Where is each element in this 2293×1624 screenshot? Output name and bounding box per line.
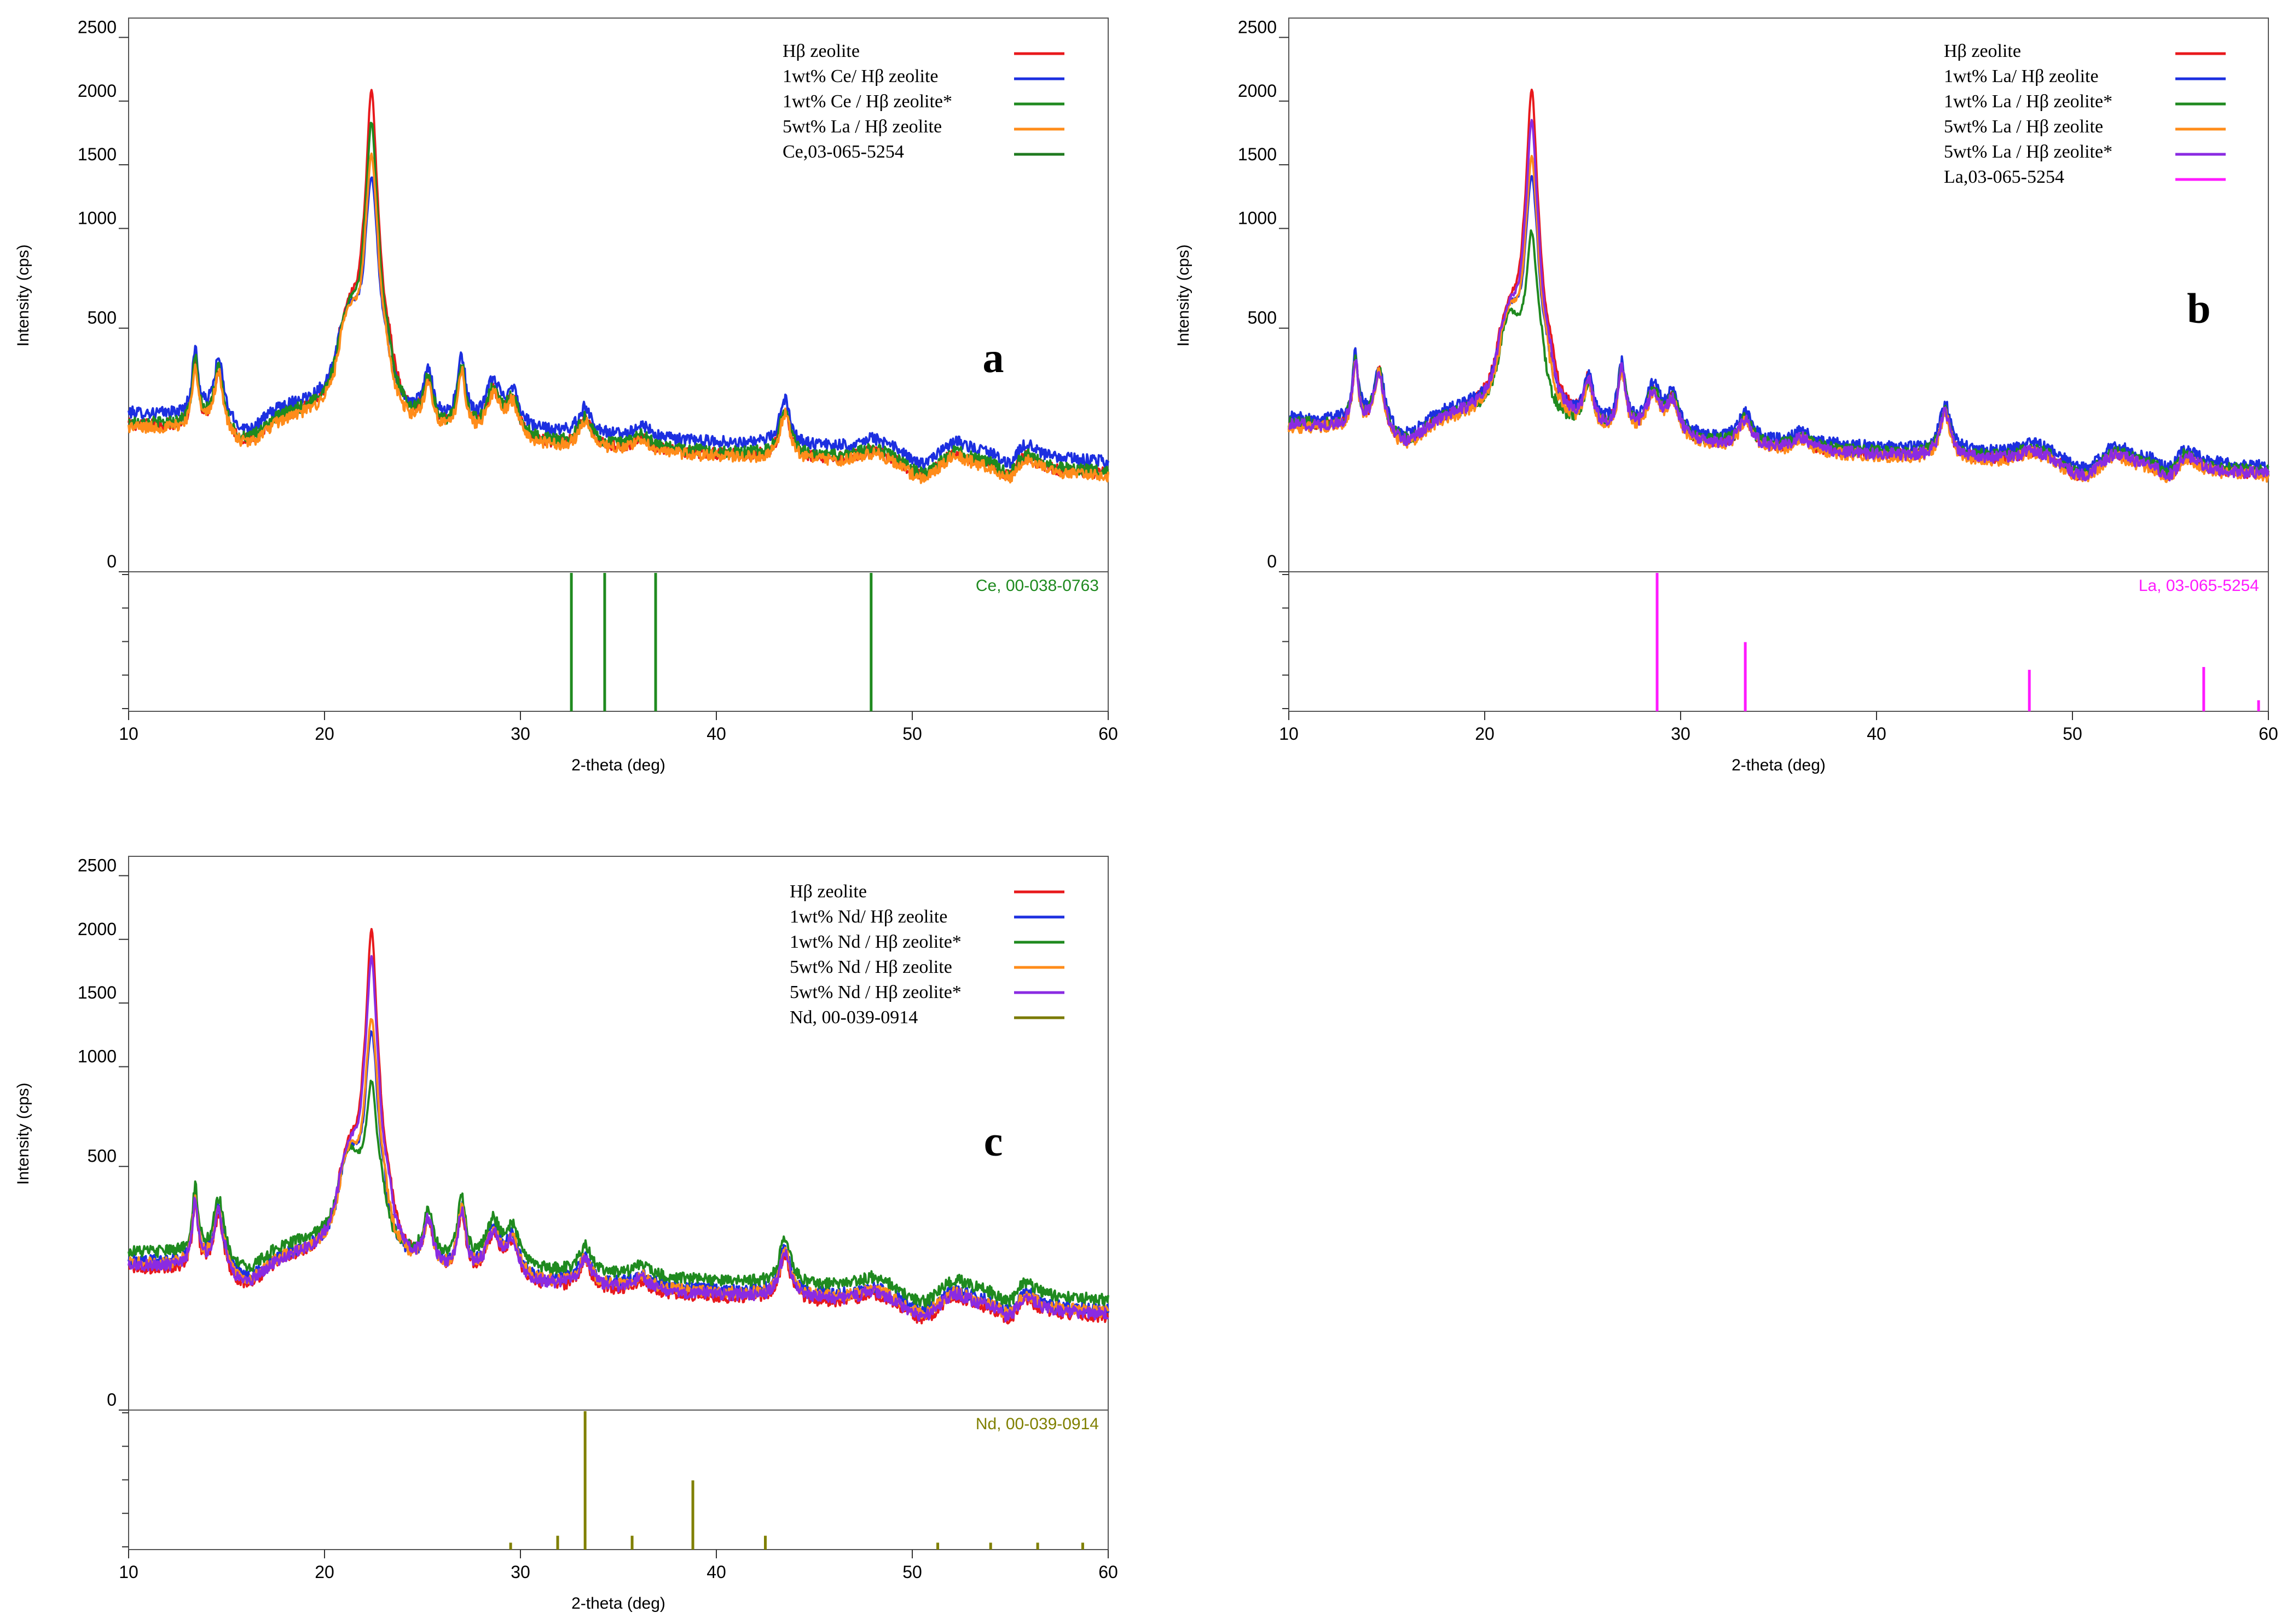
panel-letter: b (2187, 285, 2210, 332)
legend: Hβ zeolite 1wt% Ce/ Hβ zeolite 1wt% Ce /… (783, 41, 952, 162)
y-axis-title: Intensity (cps) (14, 245, 32, 347)
x-tick-label: 10 (119, 1562, 138, 1582)
panel-b: b Intensity (cps) 2-theta (deg) La, 03-0… (1174, 17, 2278, 774)
x-axis-title: 2-theta (deg) (571, 1594, 665, 1613)
legend-label: 5wt% La / Hβ zeolite* (1944, 142, 2112, 162)
plot-frame (1288, 18, 2269, 712)
legend-label: Hβ zeolite (783, 41, 860, 61)
x-tick-label: 30 (511, 724, 530, 744)
y-tick-label: 500 (88, 1146, 117, 1166)
panel-c: c Intensity (cps) 2-theta (deg) Nd, 00-0… (14, 855, 1118, 1613)
legend-label: 5wt% Nd / Hβ zeolite (790, 957, 952, 977)
y-tick-label: 1000 (1238, 208, 1277, 228)
reference-label: La, 03-065-5254 (2139, 577, 2259, 595)
y-tick-label: 2500 (1238, 17, 1277, 37)
x-tick-label: 40 (707, 1562, 726, 1582)
x-axis-title: 2-theta (deg) (1732, 756, 1826, 774)
x-tick-label: 20 (1475, 724, 1495, 744)
y-tick-label: 1500 (78, 144, 117, 164)
x-tick-label: 40 (707, 724, 726, 744)
x-tick-label: 10 (1279, 724, 1299, 744)
x-tick-label: 50 (2063, 724, 2082, 744)
legend-label: Nd, 00-039-0914 (790, 1007, 918, 1028)
legend-label: Hβ zeolite (1944, 41, 2021, 61)
x-tick-label: 10 (119, 724, 138, 744)
y-tick-label: 1500 (1238, 144, 1277, 164)
legend-label: 1wt% Ce/ Hβ zeolite (783, 66, 939, 86)
legend-label: Ce,03-065-5254 (783, 142, 904, 162)
legend-label: 5wt% La / Hβ zeolite (1944, 117, 2103, 137)
panel-letter: c (984, 1117, 1003, 1165)
legend-label: 1wt% Ce / Hβ zeolite* (783, 91, 952, 112)
x-tick-label: 20 (315, 724, 334, 744)
y-axis-title: Intensity (cps) (1174, 245, 1192, 347)
x-tick-label: 20 (315, 1562, 334, 1582)
x-tick-label: 60 (1098, 1562, 1118, 1582)
legend-label: 1wt% La/ Hβ zeolite (1944, 66, 2099, 86)
legend-label: 1wt% Nd/ Hβ zeolite (790, 907, 947, 927)
y-tick-label: 0 (1267, 552, 1277, 571)
legend-label: 5wt% La / Hβ zeolite (783, 117, 942, 137)
series-line-3 (128, 121, 1109, 479)
legend-label: 1wt% Nd / Hβ zeolite* (790, 932, 962, 952)
x-tick-label: 60 (2259, 724, 2278, 744)
x-axis-title: 2-theta (deg) (571, 756, 665, 774)
x-tick-label: 60 (1098, 724, 1118, 744)
y-tick-label: 2000 (78, 919, 117, 939)
panel-letter: a (983, 334, 1004, 381)
x-tick-label: 50 (902, 1562, 922, 1582)
legend: Hβ zeolite 1wt% Nd/ Hβ zeolite 1wt% Nd /… (790, 881, 962, 1028)
reference-label: Nd, 00-039-0914 (976, 1415, 1099, 1433)
y-tick-label: 2500 (78, 17, 117, 37)
series-line-5 (128, 955, 1109, 1323)
legend-label: 5wt% Nd / Hβ zeolite* (790, 982, 962, 1002)
y-tick-label: 1000 (78, 1047, 117, 1066)
y-tick-label: 500 (88, 308, 117, 328)
y-tick-label: 2000 (78, 81, 117, 101)
x-tick-label: 50 (902, 724, 922, 744)
series-line-2 (128, 176, 1109, 470)
plot-frame (128, 856, 1109, 1550)
series-line-3 (128, 1080, 1109, 1308)
panel-a: a Intensity (cps) 2-theta (deg) Ce, 00-0… (14, 17, 1118, 774)
plot-frame (128, 18, 1109, 712)
y-tick-label: 0 (107, 1390, 117, 1410)
x-tick-label: 30 (511, 1562, 530, 1582)
y-tick-label: 1500 (78, 983, 117, 1002)
y-tick-label: 1000 (78, 208, 117, 228)
y-tick-label: 500 (1248, 308, 1277, 328)
y-tick-label: 0 (107, 552, 117, 571)
legend-label: 1wt% La / Hβ zeolite* (1944, 91, 2112, 112)
x-tick-label: 30 (1671, 724, 1690, 744)
series-line-4 (128, 152, 1109, 484)
legend-label: La,03-065-5254 (1944, 167, 2064, 187)
series-line-5 (1288, 119, 2269, 482)
legend: Hβ zeolite 1wt% La/ Hβ zeolite 1wt% La /… (1944, 41, 2112, 187)
x-tick-label: 40 (1867, 724, 1886, 744)
y-tick-label: 2000 (1238, 81, 1277, 101)
y-tick-label: 2500 (78, 855, 117, 875)
reference-label: Ce, 00-038-0763 (976, 577, 1099, 595)
y-axis-title: Intensity (cps) (14, 1083, 32, 1185)
legend-label: Hβ zeolite (790, 881, 867, 902)
